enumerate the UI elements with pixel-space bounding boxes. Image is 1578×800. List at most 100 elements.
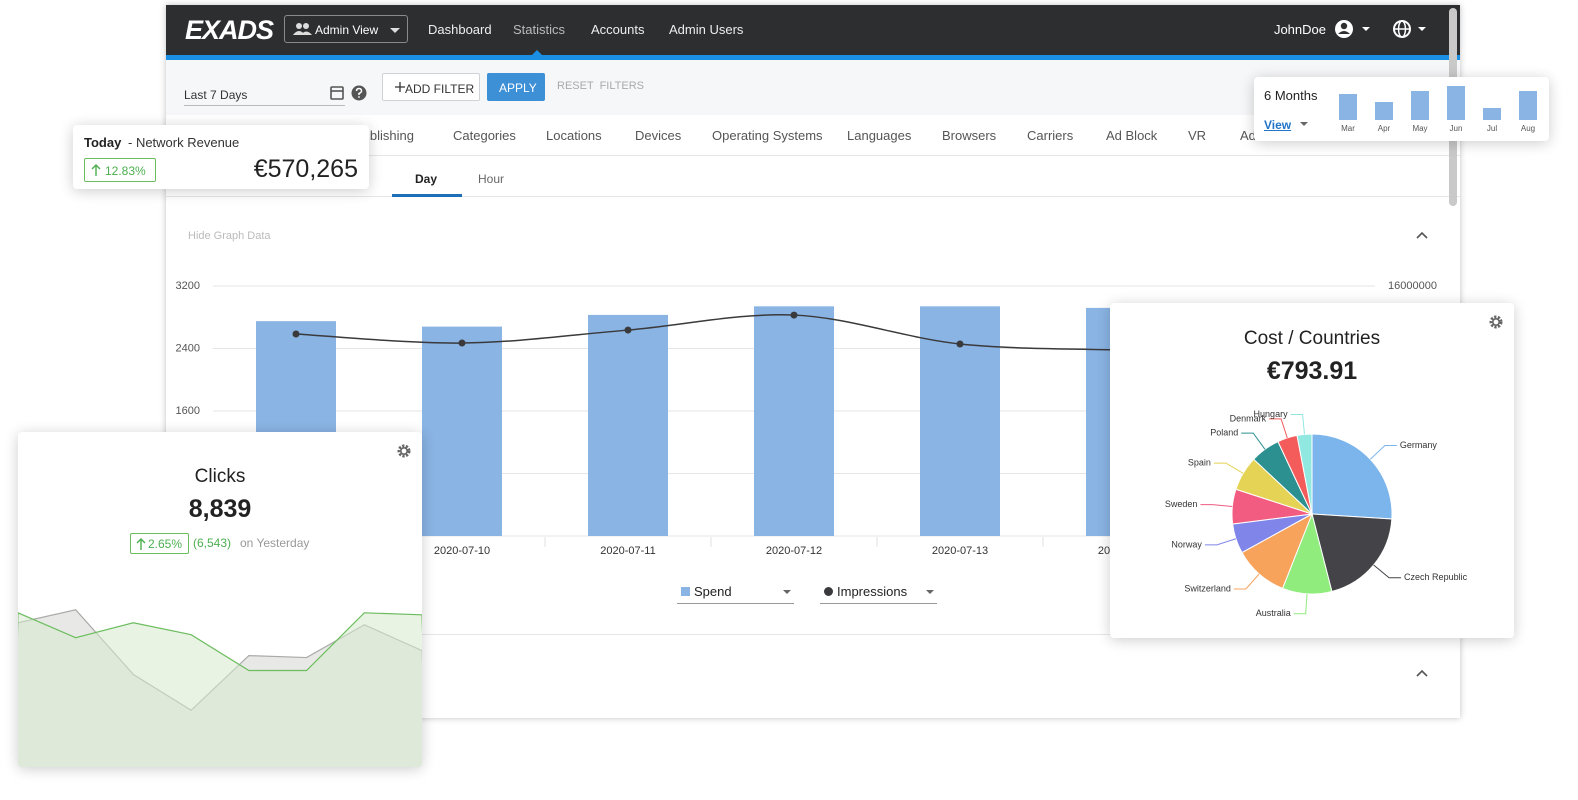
- y-tick-label: 3200: [176, 280, 200, 292]
- user-icon[interactable]: [1334, 19, 1394, 39]
- bar: [1339, 94, 1357, 120]
- x-tick-label: Mar: [1341, 124, 1355, 133]
- date-icons[interactable]: [329, 84, 369, 102]
- x-tick-label: Apr: [1378, 124, 1391, 133]
- tab[interactable]: Operating Systems: [712, 128, 823, 143]
- pie-label: Czech Republic: [1404, 572, 1468, 582]
- line-marker: [790, 311, 798, 319]
- x-tick-label: 2020-07-10: [434, 545, 490, 557]
- label-connector: [1241, 432, 1266, 450]
- tab[interactable]: Ad: [1240, 128, 1256, 143]
- change-value: 12.83%: [105, 164, 146, 178]
- tab[interactable]: Categories: [453, 128, 516, 143]
- up-arrow: [91, 164, 101, 176]
- collapse-icon[interactable]: [1416, 231, 1428, 239]
- legend-caret: [926, 590, 934, 594]
- view-switch[interactable]: Admin View: [284, 15, 408, 43]
- line-marker: [292, 330, 300, 338]
- line-marker: [624, 326, 632, 334]
- caret: [390, 28, 400, 33]
- add-filter-label: ADD FILTER: [405, 82, 475, 96]
- change-badge: 12.83%: [84, 158, 156, 182]
- view-label: Admin View: [315, 23, 379, 37]
- pie-total: €793.91: [1266, 357, 1358, 385]
- reset-filters[interactable]: RESET FILTERS: [557, 80, 645, 92]
- apply-button[interactable]: APPLY: [487, 73, 545, 101]
- tab[interactable]: Publishing: [354, 128, 414, 143]
- change-badge: 2.65%: [130, 533, 189, 554]
- subtab-row: WeekDayHour: [166, 156, 1460, 197]
- label-connector: [1204, 538, 1237, 546]
- active-pointer: [531, 50, 543, 56]
- revenue-card: Today - Network Revenue 12.83% €570,265: [73, 125, 369, 189]
- line: [295, 314, 1127, 351]
- card-title: Clicks: [194, 466, 246, 487]
- nav-link[interactable]: Dashboard: [428, 22, 492, 37]
- tab[interactable]: Devices: [635, 128, 682, 143]
- date-underline: [184, 105, 345, 106]
- up-arrow: [136, 538, 146, 550]
- pie-label: Norway: [1171, 539, 1202, 549]
- card-title: Cost / Countries: [1243, 328, 1381, 349]
- collapse-icon[interactable]: [1416, 669, 1428, 677]
- label-connector: [1373, 564, 1402, 579]
- tab-row: Publishing Categories Locations Devices Oper…: [166, 115, 1460, 156]
- plus-icon: [395, 82, 405, 92]
- subtab[interactable]: Day: [415, 172, 438, 186]
- pie-chart: Germany Czech Republic Australia Switzerlan…: [1165, 409, 1468, 618]
- nav-link[interactable]: Accounts: [591, 22, 645, 37]
- six-months-chart: Mar Apr May Jun Jul Aug: [1339, 86, 1537, 133]
- change-value: 2.65%: [148, 537, 183, 551]
- previous-value: (6,543): [193, 536, 232, 550]
- language-icon[interactable]: [1392, 19, 1432, 39]
- tab[interactable]: Locations: [546, 128, 602, 143]
- view-link[interactable]: View: [1264, 118, 1292, 132]
- bar: [1519, 91, 1537, 120]
- nav-link[interactable]: Admin Users: [669, 22, 744, 37]
- logo[interactable]: EXADS: [185, 15, 274, 45]
- x-tick-label: Jun: [1450, 124, 1463, 133]
- label-connector: [1293, 593, 1308, 615]
- settings-icon[interactable]: [1489, 315, 1503, 329]
- bar: [1375, 102, 1393, 120]
- settings-icon[interactable]: [397, 444, 411, 458]
- legend-caret: [783, 590, 791, 594]
- tab[interactable]: VR: [1188, 128, 1207, 143]
- y-tick-label: 1600: [176, 405, 200, 417]
- x-tick-label: Jul: [1487, 124, 1497, 133]
- pie-label: Denmark: [1230, 413, 1267, 423]
- x-tick-label: 2020-07-12: [766, 545, 822, 557]
- y2-tick-label: 16000000: [1388, 280, 1437, 292]
- six-months-card: 6 Months View Mar Apr May Jun Jul Aug: [1254, 77, 1549, 141]
- apply-label: APPLY: [499, 81, 537, 95]
- user-name[interactable]: JohnDoe: [1273, 22, 1326, 37]
- nav-link[interactable]: Statistics: [513, 22, 566, 37]
- legend-marker: [681, 587, 690, 596]
- x-tick-label: May: [1412, 124, 1427, 133]
- label-connector: [1290, 413, 1305, 435]
- subtab[interactable]: Hour: [478, 172, 505, 186]
- date-range[interactable]: Last 7 Days: [184, 88, 248, 102]
- tab[interactable]: Ad Block: [1106, 128, 1158, 143]
- tab[interactable]: Languages: [847, 128, 912, 143]
- legend-underline: [677, 603, 794, 604]
- tab[interactable]: Browsers: [942, 128, 997, 143]
- bar: [1411, 91, 1429, 120]
- label-connector: [1269, 418, 1288, 439]
- pie-label: Hungary: [1254, 409, 1289, 419]
- tab[interactable]: Carriers: [1027, 128, 1074, 143]
- graph-toggle[interactable]: Hide Graph Data: [188, 230, 271, 242]
- pie-label: Spain: [1188, 457, 1211, 467]
- revenue-period: Today: [84, 135, 122, 150]
- add-filter-button[interactable]: ADD FILTER: [382, 73, 480, 101]
- people-icon: [293, 23, 312, 35]
- legend-label[interactable]: Spend: [694, 584, 732, 599]
- pie-slice: [1311, 433, 1393, 520]
- section-divider: [180, 634, 1446, 635]
- line-marker: [458, 339, 466, 347]
- legend-label[interactable]: Impressions: [837, 584, 908, 599]
- active-tab-underline: [392, 194, 462, 197]
- bar: [1483, 108, 1501, 120]
- x-tick-label: 2020-07-13: [932, 545, 988, 557]
